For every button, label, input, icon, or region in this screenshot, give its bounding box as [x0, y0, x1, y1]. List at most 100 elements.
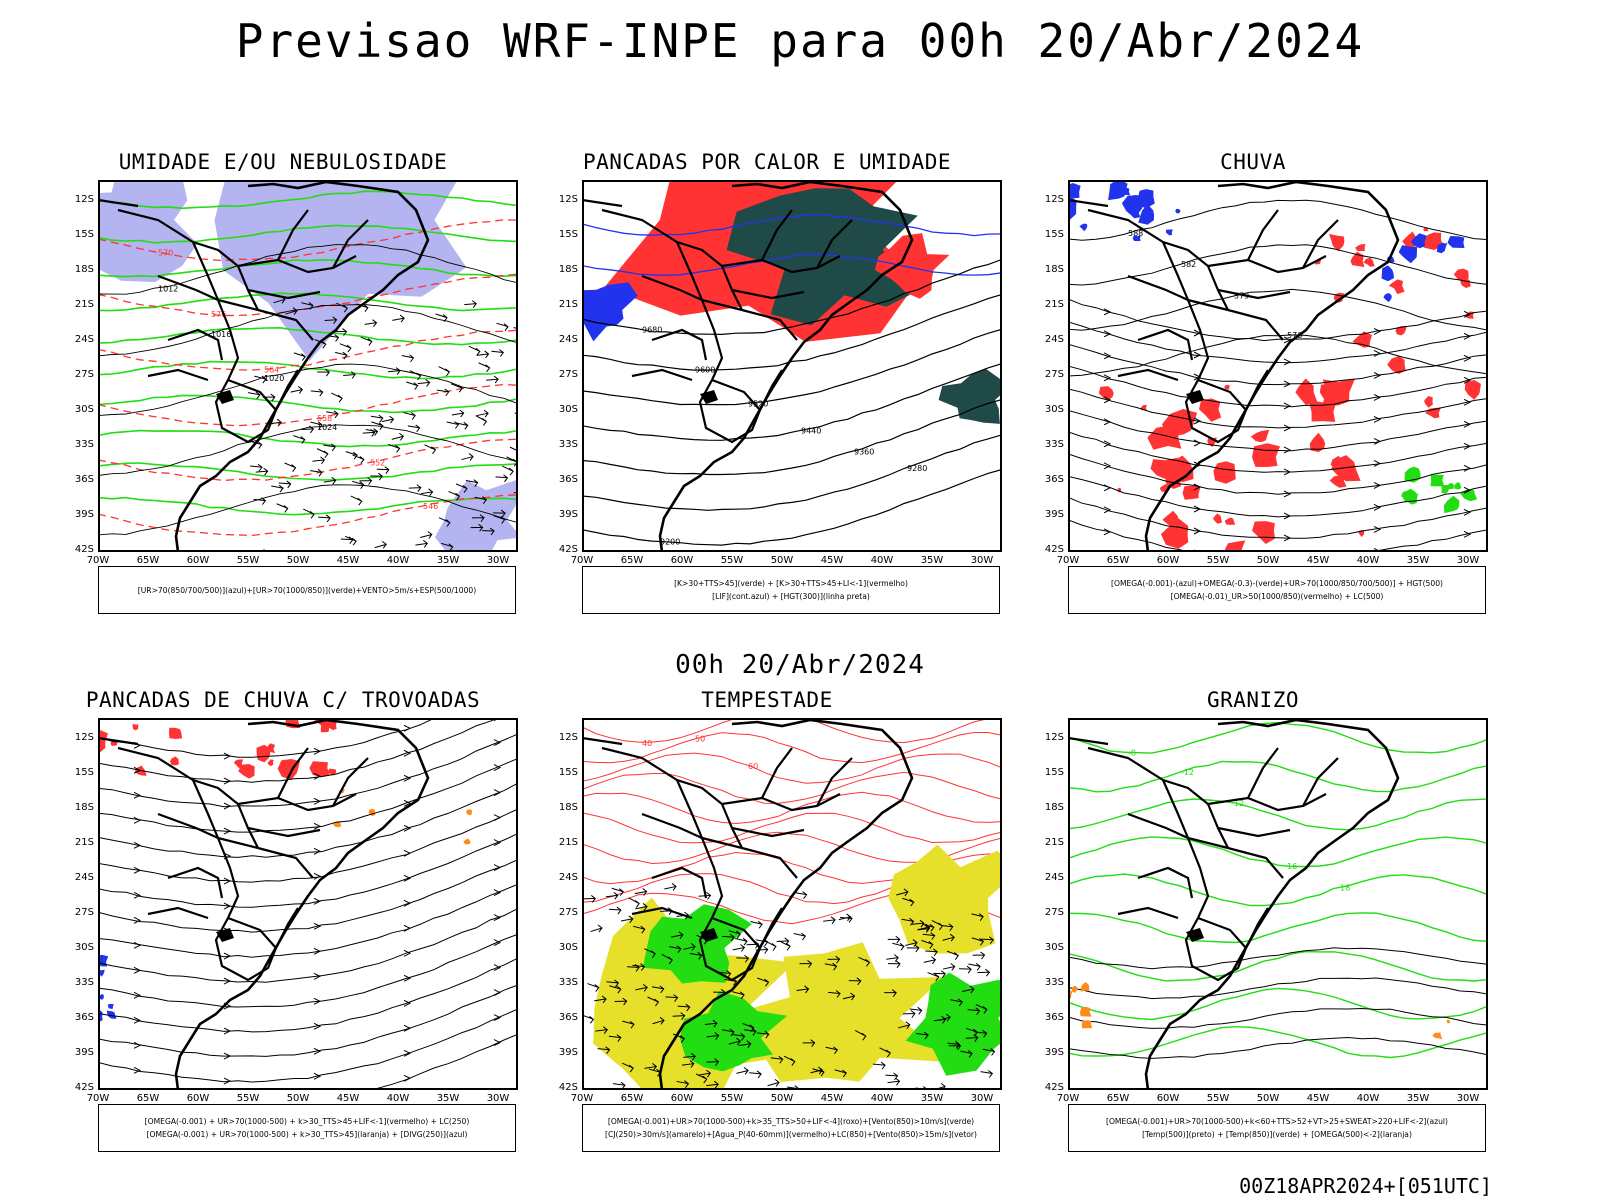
wind-vector	[482, 527, 495, 536]
lat-tick-label: 42S	[1044, 1082, 1064, 1093]
wind850-vector	[664, 883, 677, 891]
wind850-vector	[879, 1047, 892, 1058]
flow-arrow	[133, 1016, 142, 1024]
temp850-contour	[1068, 912, 1488, 944]
wind-vector	[441, 542, 454, 552]
legend-line: [OMEGA(-0.001) + UR>70(1000-500) + k>30_…	[144, 1117, 470, 1126]
lat-tick-label: 21S	[1044, 837, 1064, 848]
panel-granizo: GRANIZO -8 -12 12 16 18 12S 15S 18S 21S 24S 27S 30S 3…	[1018, 688, 1488, 1168]
wind850-vector	[620, 915, 634, 924]
flow-arrow	[223, 827, 232, 835]
flow-arrow	[403, 999, 412, 1007]
rain-area-green	[1404, 466, 1421, 483]
flow-arrow	[1283, 446, 1292, 454]
lat-tick-label: 36S	[1044, 474, 1064, 485]
flow-arrow	[403, 774, 412, 782]
wind850-vector	[661, 953, 673, 965]
wind850-vector	[927, 972, 940, 982]
lon-tick-label: 45W	[820, 555, 844, 566]
contour-label: 9200	[660, 538, 680, 547]
lon-tick-label: 65W	[1106, 555, 1130, 566]
thunderstorm-area-red	[98, 729, 108, 755]
lon-tick-label: 45W	[1306, 1093, 1330, 1104]
wind850-vector	[977, 968, 991, 977]
contour-label: 558	[317, 414, 332, 423]
flow-arrow	[223, 977, 232, 985]
lon-tick-label: 50W	[1256, 1093, 1280, 1104]
contour-label: 9280	[907, 464, 927, 473]
border-line	[277, 209, 309, 261]
panel-title: PANCADAS POR CALOR E UMIDADE	[582, 150, 951, 174]
wind850-vector	[628, 897, 640, 908]
border-line	[217, 298, 259, 312]
wind850-vector	[779, 940, 791, 951]
lc250-streamline	[98, 907, 518, 983]
wind850-vector	[827, 955, 841, 964]
rain-area-red	[1425, 407, 1441, 419]
lon-tick-label: 70W	[86, 1093, 110, 1104]
rain-area-blue	[1120, 187, 1131, 196]
border-line	[217, 836, 259, 850]
lon-tick-label: 50W	[770, 555, 794, 566]
wind850-vector	[971, 913, 984, 921]
lat-tick-label: 24S	[1044, 334, 1064, 345]
pressure-contour	[98, 424, 518, 476]
wind-vector	[312, 456, 326, 465]
border-line	[1302, 219, 1339, 269]
instability-area-green	[726, 188, 925, 326]
wind-vector	[278, 480, 292, 489]
humidity-contour-lowlevel	[98, 360, 518, 380]
panel-trovoadas: PANCADAS DE CHUVA C/ TROVOADAS 12S 15S 18S 2…	[48, 688, 518, 1168]
border-line	[237, 255, 357, 274]
wind850-vector	[757, 977, 770, 987]
flow-arrow	[133, 841, 142, 849]
panel-tempestade: TEMPESTADE 40 50 60 12S 15S 18S 21S 24S 27S 30S 33S…	[532, 688, 1002, 1168]
flow-arrow	[223, 777, 232, 785]
legend-line: [OMEGA(-0.001) + UR>70(1000-500) + k>30_…	[146, 1130, 468, 1139]
thunderstorm-area-red	[309, 761, 330, 778]
wind850-vector	[756, 1030, 770, 1039]
lifted-index-contour	[582, 253, 1002, 276]
wind850-vector	[968, 962, 981, 971]
wind850-vector	[732, 991, 745, 1000]
decor	[309, 532, 320, 544]
rain-area-red	[1160, 518, 1189, 549]
decor	[386, 526, 398, 536]
decor	[481, 463, 495, 473]
wind850-vector	[842, 992, 856, 1001]
wind-vector	[407, 424, 421, 433]
lat-tick-label: 15S	[74, 229, 94, 240]
flow-arrow	[133, 991, 142, 999]
coastline	[658, 718, 914, 1090]
lon-tick-label: 65W	[620, 555, 644, 566]
wind850-vector	[732, 1032, 746, 1041]
wind-vector	[391, 432, 405, 441]
omega500-area-orange	[1446, 1019, 1451, 1024]
legend-line: [UR>70(850/700/500)](azul)+[UR>70(1000/8…	[137, 585, 477, 595]
border-line	[237, 793, 357, 812]
lat-tick-label: 18S	[558, 264, 578, 275]
lon-tick-label: 60W	[1156, 555, 1180, 566]
wind850-vector	[582, 1014, 595, 1024]
flow-arrow	[1463, 310, 1472, 318]
pressure-contour	[98, 244, 518, 295]
lat-tick-label: 27S	[1044, 907, 1064, 918]
wind850-vector	[962, 985, 975, 994]
wind-vector	[464, 300, 477, 308]
map-geography-0	[98, 180, 430, 552]
flow-arrow	[1283, 358, 1292, 366]
flow-arrow	[1193, 417, 1202, 425]
lon-tick-label: 40W	[386, 555, 410, 566]
legend-line: [OMEGA(-0.01)_UR>50(1000/850)(vermelho) …	[1170, 592, 1384, 601]
wind-vector	[409, 370, 422, 381]
lon-tick-label: 55W	[1206, 555, 1230, 566]
wind-vector	[303, 508, 315, 519]
contour-label: 50	[695, 735, 705, 744]
rain-area-red	[1250, 429, 1270, 443]
wind850-vector	[718, 970, 732, 978]
border-line	[698, 378, 762, 444]
contour-label: 564	[264, 365, 279, 374]
rain-area-red	[1329, 475, 1347, 488]
wind850-vector	[858, 956, 871, 967]
lat-tick-label: 39S	[74, 509, 94, 520]
